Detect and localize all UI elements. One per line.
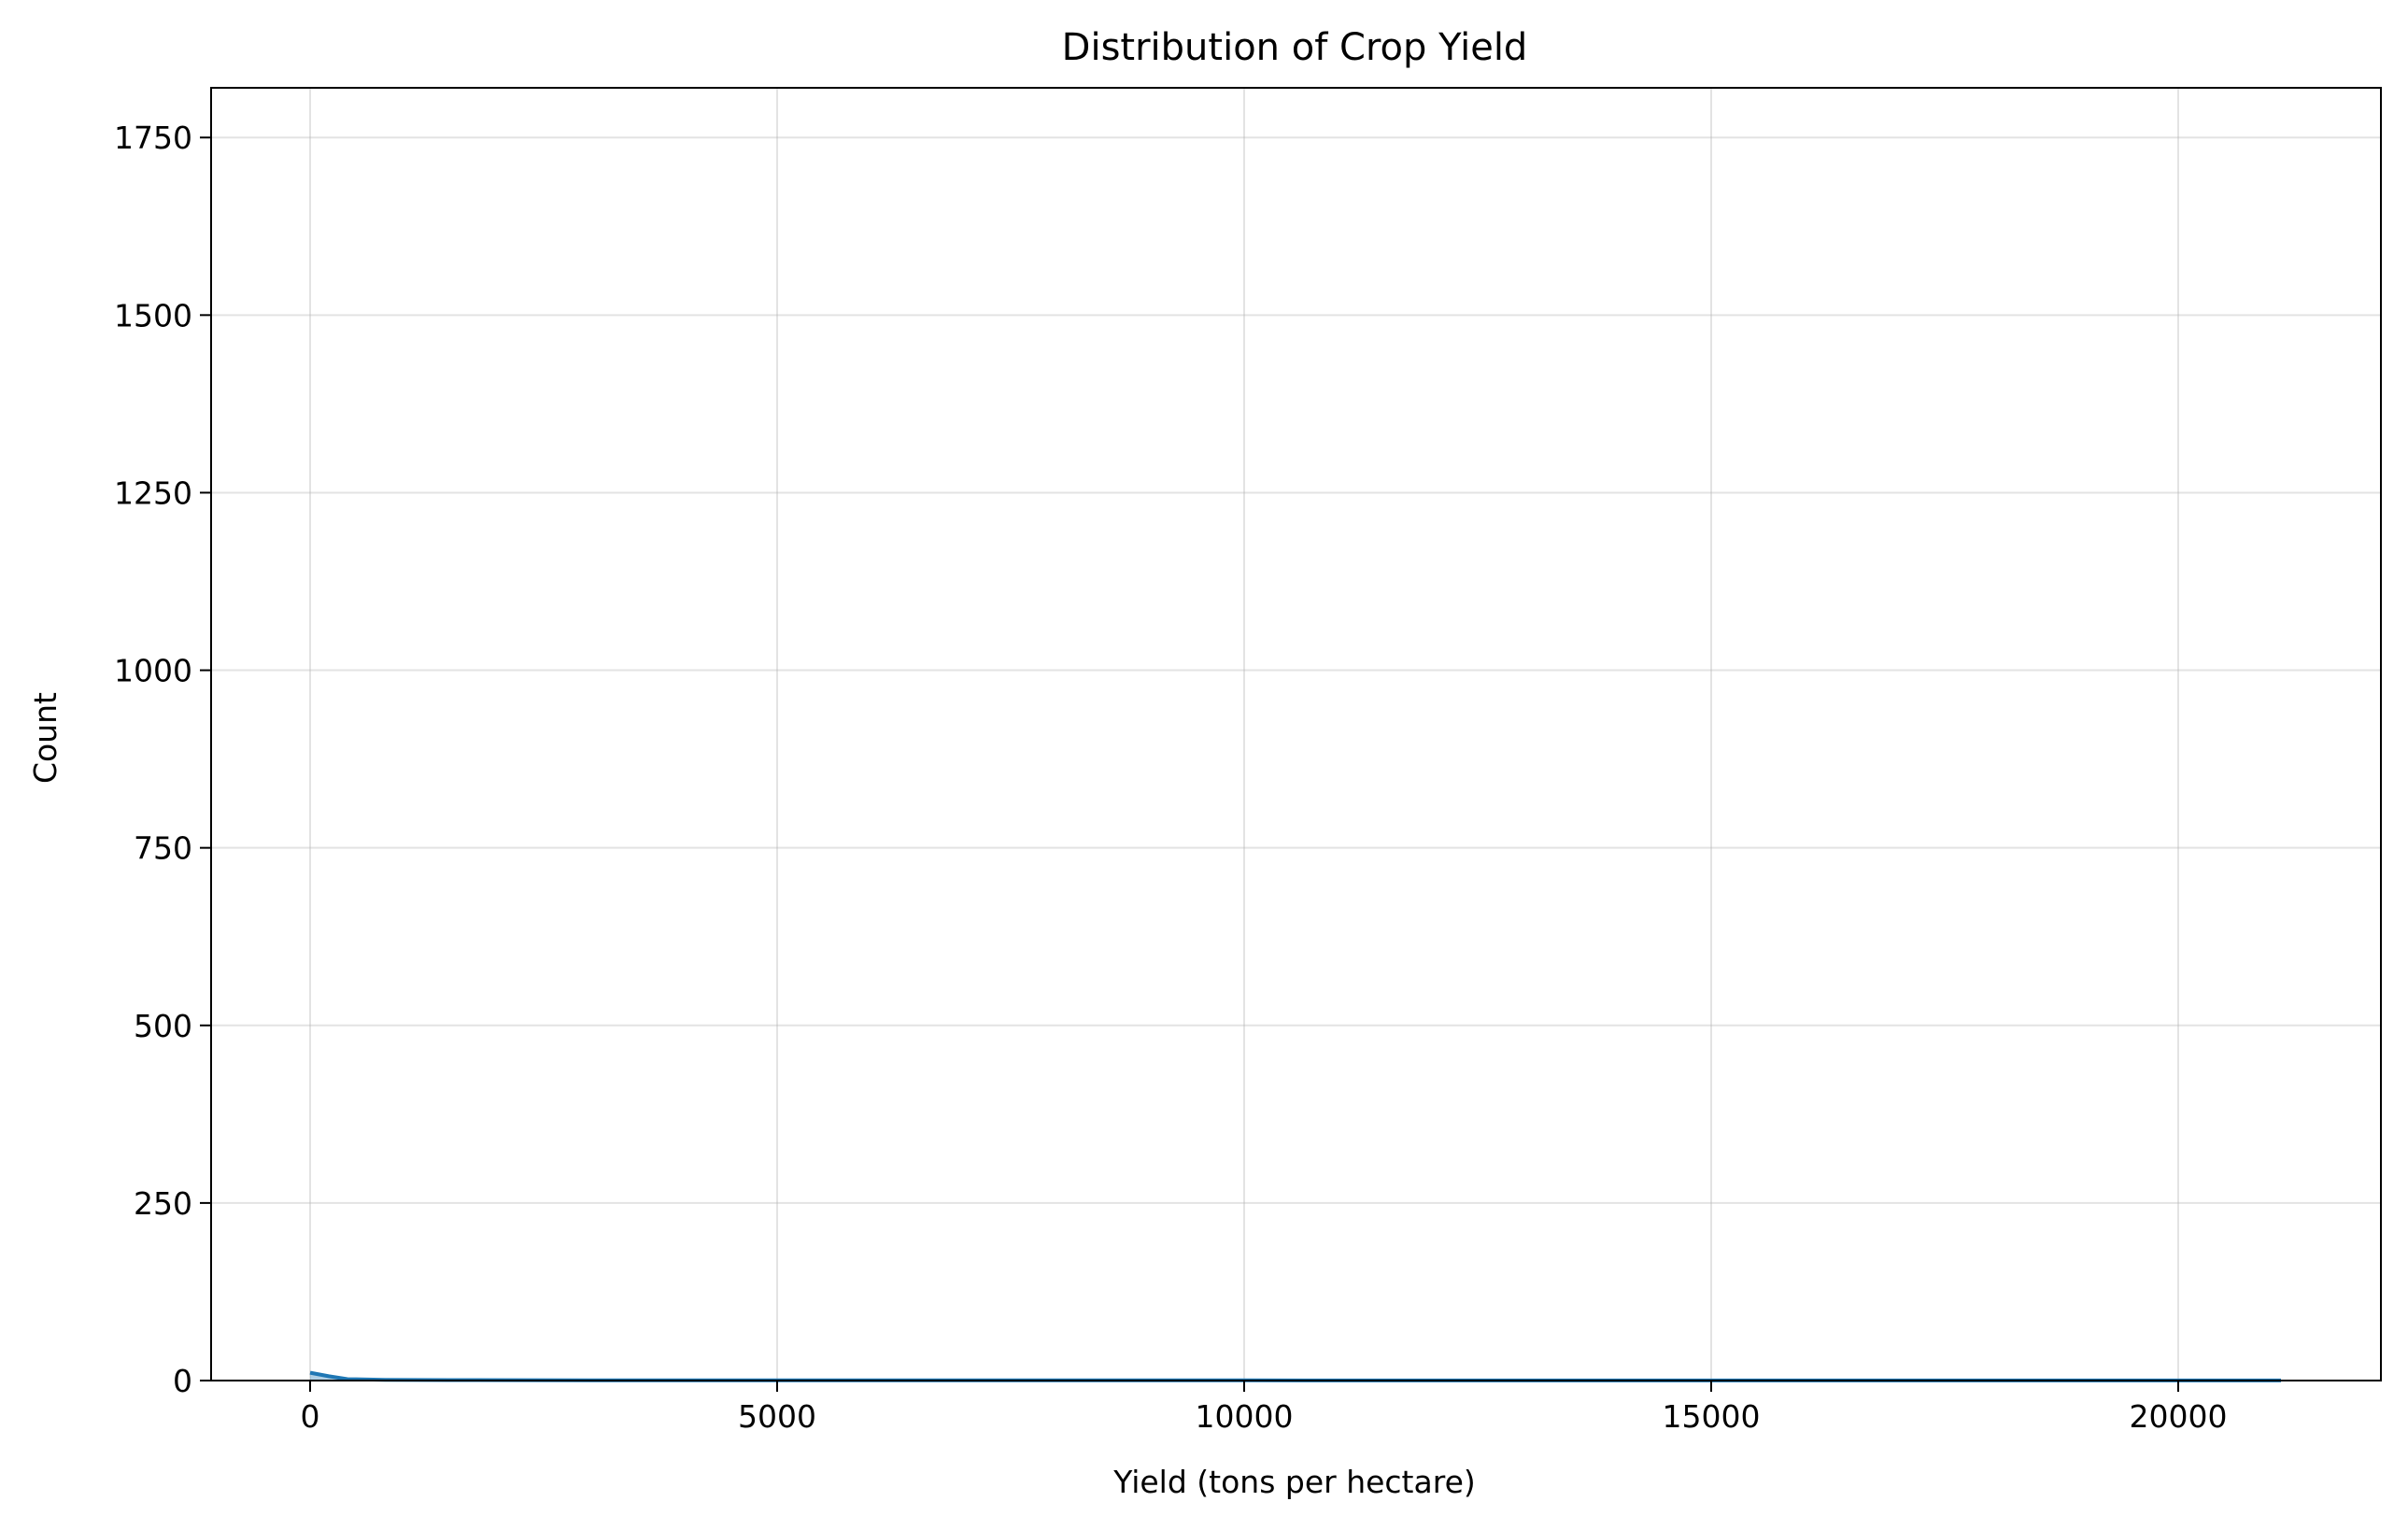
y-tick-label: 1500: [114, 297, 192, 333]
plot-frame: [210, 87, 2382, 1381]
y-tick-label: 1250: [114, 475, 192, 511]
y-tick-label: 0: [173, 1363, 192, 1399]
chart-title: Distribution of Crop Yield: [1062, 26, 1528, 69]
x-tick-label: 15000: [1663, 1398, 1761, 1435]
x-tick-label: 20000: [2130, 1398, 2228, 1435]
y-tick-label: 1000: [114, 653, 192, 689]
x-tick-label: 10000: [1196, 1398, 1294, 1435]
x-tick-label: 5000: [738, 1398, 816, 1435]
y-tick-label: 500: [134, 1008, 192, 1044]
x-axis-label: Yield (tons per hectare): [1112, 1464, 1476, 1500]
y-tick-label: 750: [134, 830, 192, 867]
plot-area: [211, 88, 2381, 1381]
y-tick-label: 250: [134, 1185, 192, 1222]
axis-ticks: 0 5000 10000 15000 20000 0 250 500 750 1000 1250 15…: [114, 120, 2227, 1435]
x-tick-label: 0: [301, 1398, 320, 1435]
grid-lines: [211, 88, 2381, 1381]
y-tick-label: 1750: [114, 120, 192, 156]
y-axis-label: Count: [27, 692, 64, 784]
